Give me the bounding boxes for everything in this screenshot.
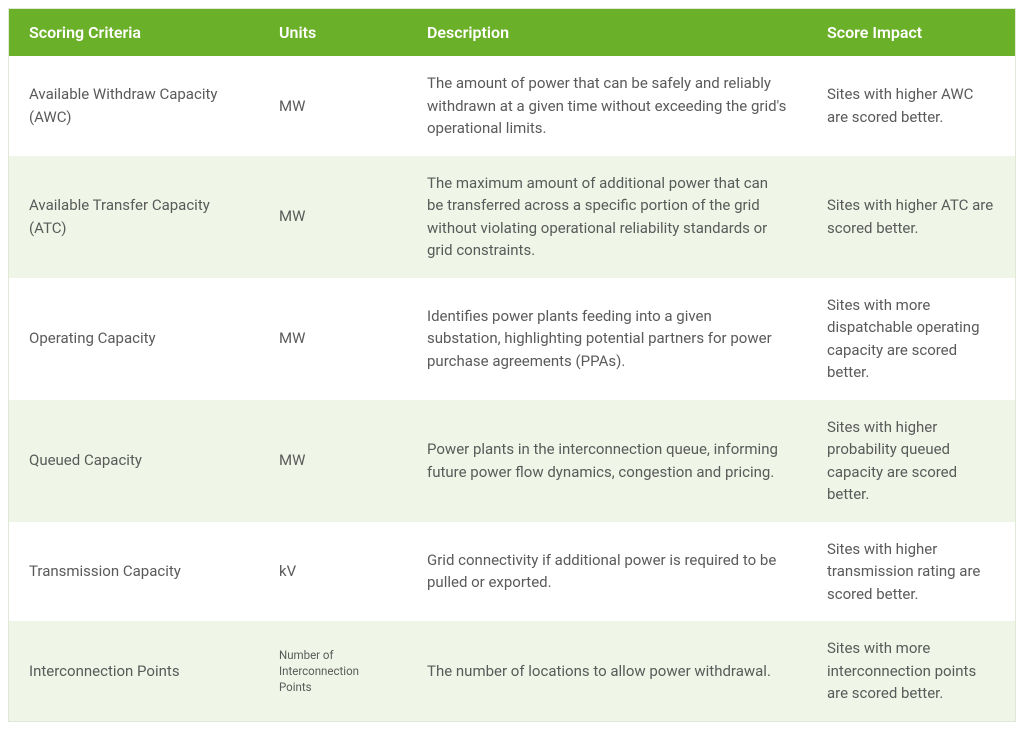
cell-units: MW <box>259 79 407 134</box>
cell-impact: Sites with higher ATC are scored better. <box>807 178 1017 255</box>
table-row: Queued Capacity MW Power plants in the i… <box>9 400 1015 522</box>
table-row: Available Withdraw Capacity (AWC) MW The… <box>9 56 1015 156</box>
cell-description: The amount of power that can be safely a… <box>407 56 807 156</box>
cell-units: MW <box>259 433 407 488</box>
cell-impact: Sites with higher transmission rating ar… <box>807 522 1017 622</box>
cell-criteria: Available Transfer Capacity (ATC) <box>9 178 259 255</box>
header-impact: Score Impact <box>807 9 1017 56</box>
table-header-row: Scoring Criteria Units Description Score… <box>9 9 1015 56</box>
cell-description: The number of locations to allow power w… <box>407 644 807 699</box>
cell-description: The maximum amount of additional power t… <box>407 156 807 278</box>
table-row: Interconnection Points Number of Interco… <box>9 621 1015 721</box>
cell-description: Grid connectivity if additional power is… <box>407 533 807 610</box>
header-units: Units <box>259 9 407 56</box>
cell-units: MW <box>259 311 407 366</box>
table-row: Available Transfer Capacity (ATC) MW The… <box>9 156 1015 278</box>
cell-description: Identifies power plants feeding into a g… <box>407 289 807 389</box>
cell-impact: Sites with higher probability queued cap… <box>807 400 1017 522</box>
cell-impact: Sites with more dispatchable operating c… <box>807 278 1017 400</box>
cell-impact: Sites with more interconnection points a… <box>807 621 1017 721</box>
cell-units: Number of Interconnection Points <box>259 631 407 711</box>
cell-description: Power plants in the interconnection queu… <box>407 422 807 499</box>
scoring-criteria-table: Scoring Criteria Units Description Score… <box>8 8 1016 722</box>
cell-criteria: Operating Capacity <box>9 311 259 366</box>
header-criteria: Scoring Criteria <box>9 9 259 56</box>
table-row: Operating Capacity MW Identifies power p… <box>9 278 1015 400</box>
cell-impact: Sites with higher AWC are scored better. <box>807 67 1017 144</box>
header-description: Description <box>407 9 807 56</box>
cell-criteria: Transmission Capacity <box>9 544 259 599</box>
cell-criteria: Queued Capacity <box>9 433 259 488</box>
cell-units: MW <box>259 189 407 244</box>
cell-criteria: Available Withdraw Capacity (AWC) <box>9 67 259 144</box>
cell-criteria: Interconnection Points <box>9 644 259 699</box>
cell-units: kV <box>259 544 407 599</box>
table-row: Transmission Capacity kV Grid connectivi… <box>9 522 1015 622</box>
